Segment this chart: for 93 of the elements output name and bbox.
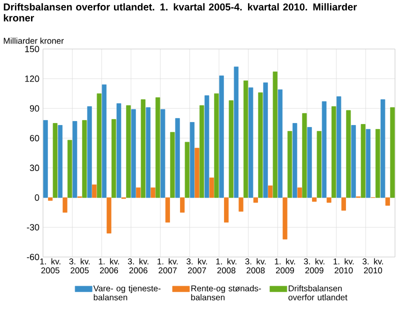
y-tick-label: -60 (26, 254, 40, 260)
bar (170, 132, 175, 198)
bar (307, 127, 312, 198)
bar (278, 89, 282, 198)
bar (360, 124, 366, 198)
bar (390, 107, 395, 198)
bar (336, 96, 342, 198)
legend-label: Driftsbalansen overfor utlandet (288, 285, 348, 300)
bar (224, 197, 229, 223)
bar (258, 92, 263, 198)
bar (234, 66, 238, 198)
bar (102, 84, 106, 198)
bar (244, 80, 248, 198)
bar (106, 197, 112, 234)
bar (194, 148, 200, 198)
bar (332, 106, 336, 198)
x-tick-label: 3. kv. 2008 (245, 258, 266, 274)
bar (136, 187, 141, 198)
bar (253, 197, 258, 203)
bar (219, 76, 224, 198)
bar (204, 95, 210, 198)
y-axis-title: Milliarder kroner (4, 38, 64, 44)
bar (385, 197, 390, 206)
bar (316, 131, 322, 198)
bar (112, 119, 116, 198)
y-tick-label: 90 (30, 105, 40, 112)
bar (341, 197, 346, 211)
bar (150, 187, 156, 198)
x-tick-label: 3. kv. 2009 (304, 258, 324, 274)
y-tick-label: 60 (30, 134, 40, 142)
x-tick-label: 1. kv. 2010 (334, 258, 354, 274)
bar (62, 197, 68, 213)
bar (351, 125, 356, 198)
bar (248, 87, 254, 198)
bar (297, 187, 302, 198)
bar (146, 107, 150, 198)
x-tick-label: 1. kv. 2008 (216, 258, 236, 274)
x-tick-label: 1. kv. 2009 (274, 258, 295, 274)
y-tick-label: 30 (30, 164, 40, 172)
bar (380, 99, 386, 198)
x-tick-label: 3. kv. 2007 (186, 258, 207, 274)
bar (376, 129, 380, 198)
bar (268, 185, 273, 198)
bar (228, 100, 234, 198)
bar (72, 121, 78, 198)
bar (92, 184, 97, 198)
bar (96, 93, 102, 198)
legend-label: Vare- og tjeneste-balansen (93, 285, 161, 300)
bar (366, 129, 370, 198)
bar (288, 131, 292, 198)
bar (48, 197, 53, 201)
y-tick-label: 0 (34, 194, 40, 201)
bar (87, 106, 92, 198)
bar (312, 197, 317, 202)
bar (52, 123, 58, 198)
bar (209, 178, 214, 198)
bar (82, 120, 87, 198)
y-tick-label: 150 (25, 46, 40, 52)
bar (272, 72, 278, 198)
bar (160, 109, 166, 198)
x-tick-label: 1. kv. 2006 (98, 258, 119, 274)
x-tick-label: 3. kv. 2006 (128, 258, 148, 274)
bar (156, 97, 160, 198)
bar (175, 118, 180, 198)
bar (322, 101, 326, 198)
bar (68, 140, 72, 198)
x-tick-label: 1. kv. 2005 (40, 258, 60, 274)
bar (214, 93, 219, 198)
bar (326, 197, 332, 203)
bar (200, 105, 204, 198)
bar (116, 103, 122, 198)
bar (302, 113, 307, 198)
bar (238, 197, 244, 212)
bar (346, 110, 351, 198)
bar (140, 99, 146, 198)
bar (131, 109, 136, 198)
legend-label: Rente-og stønads-balansen (191, 285, 261, 300)
x-tick-label: 3. kv. 2005 (69, 258, 90, 274)
bar (126, 105, 131, 198)
bar (184, 142, 190, 198)
bar (292, 123, 298, 198)
x-tick-label: 3. kv. 2010 (362, 258, 383, 274)
y-tick-label: 120 (25, 76, 40, 82)
bar (180, 197, 185, 213)
x-tick-label: 1. kv. 2007 (158, 258, 178, 274)
bar (43, 120, 48, 198)
bar (58, 125, 62, 198)
y-tick-label: -30 (26, 224, 40, 230)
bar (190, 122, 194, 198)
bar (282, 197, 288, 240)
bar (165, 197, 170, 223)
bar (263, 82, 268, 198)
chart-title: Driftsbalansen overfor utlandet. 1. kvartal 2005-4. kvartal 2010. Milliarder kroner (4, 3, 357, 22)
